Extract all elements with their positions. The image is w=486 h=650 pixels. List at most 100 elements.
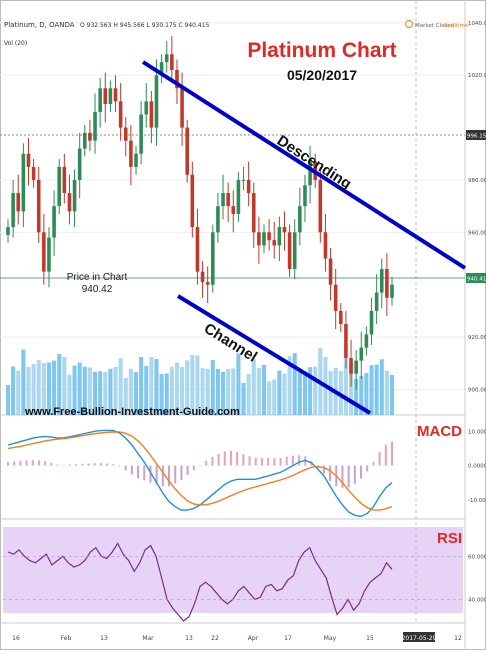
macd-histogram-bar	[180, 465, 183, 480]
candle-body	[236, 179, 241, 214]
volume-bar	[92, 371, 98, 415]
candle-body	[298, 206, 302, 233]
candle-body	[72, 179, 77, 212]
candle-body	[26, 153, 31, 167]
candle-body	[16, 193, 21, 212]
volume-bar	[251, 359, 256, 415]
volume-bar	[292, 353, 297, 415]
macd-histogram-bar	[81, 463, 84, 466]
candle-body	[216, 206, 220, 233]
market-status: Market Closed	[415, 23, 454, 29]
volume-bar	[369, 365, 374, 415]
macd-histogram-bar	[155, 465, 158, 485]
rsi-tick-label: 40.0000	[468, 597, 486, 603]
volume-bar	[205, 368, 210, 415]
time-tick-label: 15	[366, 635, 374, 642]
candle-body	[344, 323, 348, 359]
macd-histogram-bar	[260, 458, 263, 466]
volume-bar	[52, 360, 57, 415]
candle-body	[349, 358, 353, 374]
macd-histogram-bar	[205, 460, 208, 466]
volume-bar	[220, 372, 226, 415]
candle-body	[328, 258, 333, 285]
candle-body	[369, 310, 374, 335]
macd-histogram-bar	[267, 458, 270, 466]
macd-histogram-bar	[106, 463, 109, 466]
candle-body	[113, 88, 118, 102]
macd-histogram-bar	[99, 463, 102, 466]
rsi-tick-label: 60.0000	[468, 554, 486, 560]
time-tick-label: Feb	[61, 635, 72, 642]
candle-body	[354, 360, 358, 374]
volume-bar	[11, 366, 16, 415]
macd-histogram-bar	[174, 465, 177, 484]
macd-histogram-bar	[31, 460, 34, 466]
descending-trend-line	[141, 60, 467, 270]
volume-bar	[57, 354, 62, 415]
volume-bar	[236, 353, 241, 415]
chart-title: Platinum Chart	[247, 39, 396, 62]
candle-body	[241, 179, 246, 181]
volume-bar	[348, 363, 354, 415]
time-tick-label: 17	[284, 635, 292, 642]
volume-bar	[379, 359, 384, 415]
price-tick-label: 1040.000	[468, 21, 486, 27]
volume-bar	[31, 364, 36, 415]
macd-histogram	[7, 441, 393, 488]
candle-body	[11, 193, 15, 228]
channel-trend-line	[176, 294, 372, 415]
macd-histogram-bar	[143, 465, 146, 481]
volume-bar	[21, 349, 26, 415]
volume-bar	[149, 357, 154, 415]
price-tick-label: 980.000	[468, 178, 486, 184]
time-tick-label: 12	[454, 635, 462, 642]
volume-bar	[384, 370, 389, 415]
macd-histogram-bar	[7, 462, 9, 466]
volume-bar	[267, 381, 272, 415]
macd-histogram-bar	[192, 465, 195, 471]
macd-histogram-bar	[211, 457, 214, 466]
candle-body	[123, 127, 128, 141]
candle-body	[318, 179, 323, 233]
volume-bar	[72, 365, 77, 415]
macd-histogram-bar	[130, 465, 133, 475]
macd-histogram-bar	[279, 458, 282, 466]
time-tick-label: 22	[211, 635, 219, 642]
candle-body	[170, 54, 174, 70]
volume-bar	[313, 366, 318, 415]
volume-bar	[139, 357, 144, 415]
volume-bar	[272, 379, 277, 415]
volume-bar	[5, 385, 11, 415]
date-cursor-box	[403, 632, 435, 642]
rsi-title: RSI	[437, 530, 462, 547]
macd-histogram-bar	[199, 465, 201, 467]
candlesticks	[6, 35, 394, 390]
volume-bar	[343, 358, 348, 415]
macd-histogram-bar	[372, 462, 375, 466]
macd-tick-label: 10.0000	[468, 429, 486, 435]
macd-histogram-bar	[291, 455, 294, 466]
candle-body	[390, 284, 394, 298]
candle-body	[267, 232, 271, 241]
volume-bar	[261, 365, 267, 415]
volume-bar	[123, 378, 128, 415]
candle-body	[195, 227, 200, 272]
macd-histogram-bar	[50, 462, 53, 466]
macd-histogram-bar	[137, 465, 140, 479]
candle-body	[292, 232, 297, 269]
price-tick-label: 960.000	[468, 230, 486, 236]
candle-body	[98, 88, 102, 112]
candle-body	[118, 101, 123, 128]
chart-date: 05/20/2017	[287, 67, 357, 83]
candle-body	[385, 268, 389, 298]
macd-axis: 10.0000 0.0000 -10.0000	[468, 429, 486, 504]
macd-histogram-bar	[384, 444, 387, 466]
time-tick-label: 16	[12, 635, 20, 642]
candle-body	[93, 111, 97, 141]
website-label: www.Free-Bullion-Investment-Guide.com	[24, 406, 240, 418]
macd-histogram-bar	[236, 451, 239, 466]
volume-bar	[297, 372, 302, 415]
candle-body	[185, 127, 189, 175]
candle-body	[339, 310, 343, 324]
